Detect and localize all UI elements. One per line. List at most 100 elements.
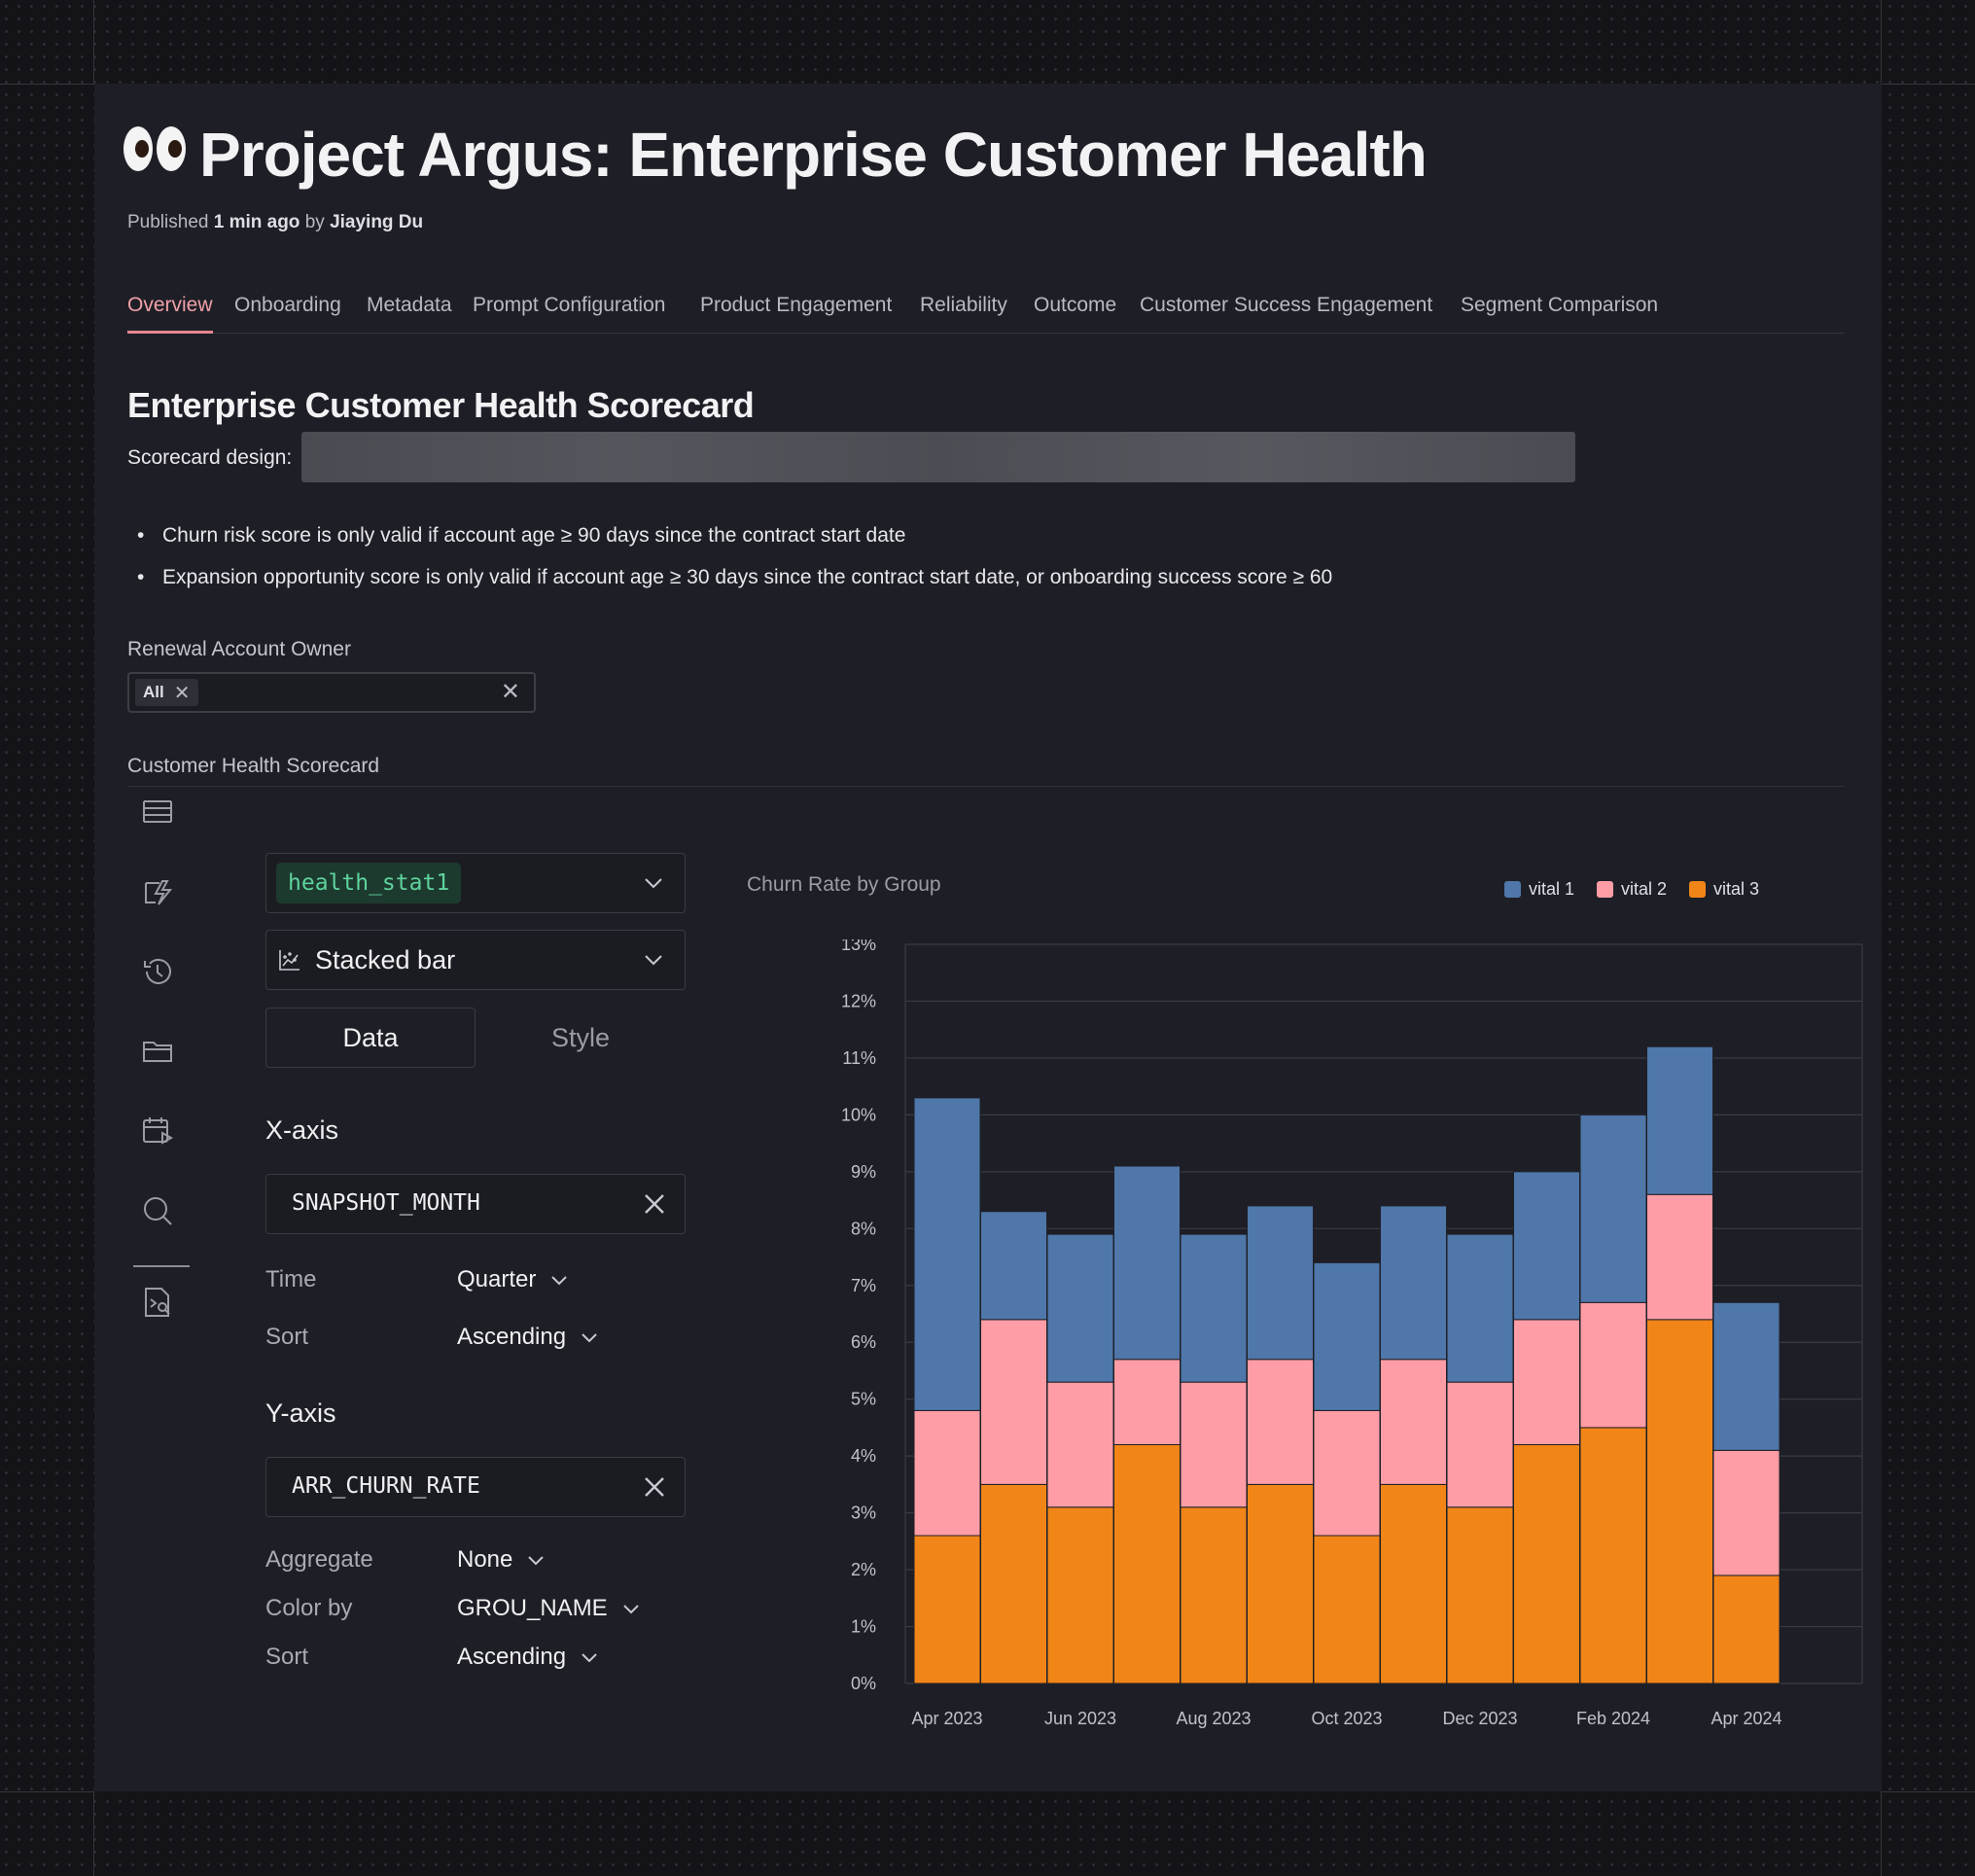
y-tick-label: 1% <box>851 1617 876 1637</box>
bar-segment <box>980 1483 1047 1684</box>
time-value: Quarter <box>457 1266 537 1292</box>
published-by: by <box>304 212 325 232</box>
guide-line <box>1881 0 1882 84</box>
aggregate-value: None <box>457 1546 513 1573</box>
filter-label: Renewal Account Owner <box>127 638 351 660</box>
app-panel: Project Argus: Enterprise Customer Healt… <box>94 84 1882 1791</box>
x-sort-value: Ascending <box>457 1324 567 1350</box>
guide-line <box>0 84 94 85</box>
x-tick-label: Jun 2023 <box>1044 1709 1116 1728</box>
author-name[interactable]: Jiaying Du <box>330 212 424 232</box>
tab-customer-success-engagement[interactable]: Customer Success Engagement <box>1140 294 1433 316</box>
section-label: Customer Health Scorecard <box>127 755 380 777</box>
remove-chip-icon[interactable]: ✕ <box>173 682 191 704</box>
tab-metadata[interactable]: Metadata <box>367 294 452 316</box>
published-prefix: Published <box>127 212 209 232</box>
chevron-down-icon <box>642 948 665 972</box>
x-sort-select[interactable]: Ascending <box>457 1324 599 1351</box>
redacted-text <box>301 432 1575 482</box>
y-tick-label: 5% <box>851 1390 876 1409</box>
filter-chip: All ✕ <box>135 679 198 706</box>
bar-segment <box>1446 1233 1514 1383</box>
bar-segment <box>1646 1045 1713 1195</box>
bar-segment <box>1380 1359 1447 1485</box>
x-tick-label: Dec 2023 <box>1442 1709 1517 1728</box>
color-by-select[interactable]: GROU_NAME <box>457 1595 641 1622</box>
bar-segment <box>1646 1319 1713 1684</box>
y-tick-label: 12% <box>841 991 876 1010</box>
bar-segment <box>1712 1575 1781 1684</box>
stacked-bar-chart: 0% 1% 2% 3% 4% 5% 6% 7% 8% 9% 10% 11% 12% 13% Apr 2023… <box>841 939 1863 1728</box>
chart-type-label: Stacked bar <box>315 945 456 974</box>
aggregate-label: Aggregate <box>265 1546 373 1573</box>
clear-filter-icon[interactable]: ✕ <box>500 679 520 705</box>
x-tick-label: Apr 2024 <box>1710 1709 1781 1728</box>
account-owner-filter[interactable]: All ✕ ✕ <box>127 672 536 713</box>
bar-segment <box>1313 1261 1381 1411</box>
guide-line <box>93 1791 94 1876</box>
chevron-down-icon <box>642 871 665 895</box>
table-icon[interactable] <box>141 796 174 829</box>
chevron-down-icon <box>622 1605 639 1614</box>
remove-field-icon[interactable] <box>642 1474 667 1500</box>
bar-segment <box>913 1409 981 1537</box>
bar-segment <box>1712 1301 1781 1451</box>
folder-icon[interactable] <box>141 1035 174 1068</box>
guide-line <box>0 1791 94 1792</box>
legend-swatch <box>1689 881 1706 898</box>
tab-onboarding[interactable]: Onboarding <box>234 294 341 316</box>
calendar-play-icon[interactable] <box>141 1115 174 1148</box>
bar-segment <box>1113 1359 1181 1445</box>
bar-segment <box>980 1211 1047 1321</box>
tab-bar: Overview Onboarding Metadata Prompt Conf… <box>127 294 1845 334</box>
aggregate-select[interactable]: None <box>457 1546 546 1574</box>
code-search-icon[interactable] <box>141 1286 174 1319</box>
y-tick-label: 13% <box>841 939 876 954</box>
chart-type-select[interactable]: Stacked bar <box>265 930 686 990</box>
bar-segment <box>1579 1427 1647 1684</box>
remove-field-icon[interactable] <box>642 1191 667 1217</box>
legend-swatch <box>1504 881 1521 898</box>
x-axis-field[interactable]: SNAPSHOT_MONTH <box>265 1174 686 1234</box>
guide-line <box>1881 84 1975 85</box>
tab-data[interactable]: Data <box>265 1008 476 1068</box>
published-time: 1 min ago <box>213 212 300 232</box>
lightning-icon[interactable] <box>141 875 174 908</box>
bar-segment <box>1513 1443 1580 1684</box>
bar-segment <box>1313 1535 1381 1684</box>
chart-type-icon <box>278 948 301 972</box>
bullet-item: Expansion opportunity score is only vali… <box>137 566 1332 589</box>
bar-segment <box>913 1097 981 1411</box>
history-icon[interactable] <box>141 955 174 988</box>
bar-segment <box>980 1319 1047 1485</box>
bar-segment <box>1113 1165 1181 1361</box>
time-select[interactable]: Quarter <box>457 1266 569 1293</box>
tab-prompt-configuration[interactable]: Prompt Configuration <box>473 294 666 316</box>
y-tick-label: 8% <box>851 1219 876 1238</box>
legend-item[interactable]: vital 1 <box>1504 879 1574 900</box>
legend-item[interactable]: vital 3 <box>1689 879 1759 900</box>
tab-style[interactable]: Style <box>550 1023 611 1052</box>
dataset-pill: health_stat1 <box>276 863 462 903</box>
y-tick-label: 11% <box>842 1048 876 1068</box>
search-icon[interactable] <box>141 1194 174 1227</box>
legend-item[interactable]: vital 2 <box>1597 879 1667 900</box>
bar-segment <box>1579 1301 1647 1429</box>
guide-line <box>93 0 94 84</box>
eyes-emoji-icon <box>123 126 188 173</box>
tab-product-engagement[interactable]: Product Engagement <box>700 294 893 316</box>
y-sort-select[interactable]: Ascending <box>457 1644 599 1671</box>
tab-overview[interactable]: Overview <box>127 294 213 334</box>
publish-info: Published 1 min ago by Jiaying Du <box>127 212 423 233</box>
bar-segment <box>1446 1381 1514 1508</box>
y-tick-label: 2% <box>851 1560 876 1579</box>
scorecard-heading: Enterprise Customer Health Scorecard <box>127 385 755 425</box>
tab-segment-comparison[interactable]: Segment Comparison <box>1461 294 1659 316</box>
tab-reliability[interactable]: Reliability <box>920 294 1007 316</box>
bar-segment <box>1313 1409 1381 1537</box>
dataset-select[interactable]: health_stat1 <box>265 853 686 913</box>
y-axis-field[interactable]: ARR_CHURN_RATE <box>265 1457 686 1517</box>
bar-segment <box>1180 1381 1248 1508</box>
tab-outcome[interactable]: Outcome <box>1034 294 1117 316</box>
bar-segment <box>1380 1483 1447 1684</box>
